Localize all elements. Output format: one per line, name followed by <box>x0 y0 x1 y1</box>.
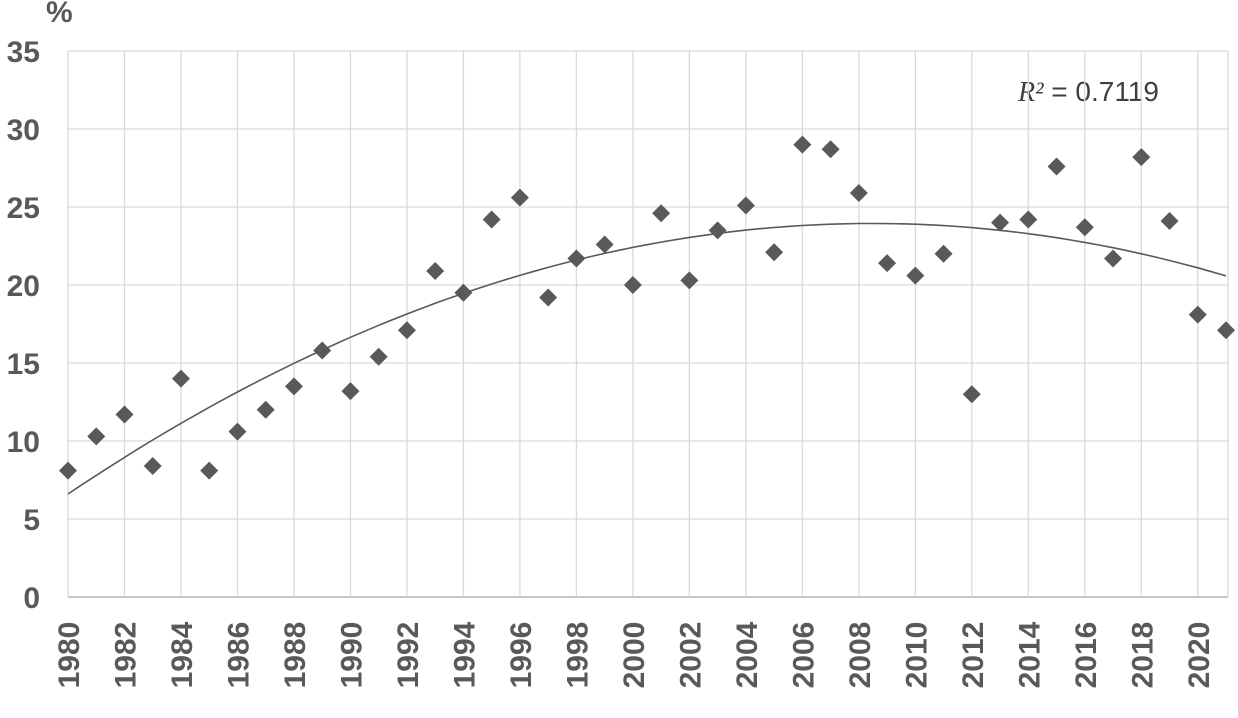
data-point-marker <box>680 271 699 290</box>
y-tick-label: 20 <box>7 270 40 303</box>
x-tick-label: 1992 <box>392 622 425 689</box>
data-point-marker <box>539 288 558 307</box>
data-point-marker <box>906 266 925 285</box>
data-point-marker <box>1188 305 1207 324</box>
x-tick-label: 2012 <box>957 622 990 689</box>
data-point-marker <box>991 213 1010 232</box>
data-point-marker <box>171 369 190 388</box>
y-tick-label: 35 <box>7 36 40 69</box>
y-tick-label: 10 <box>7 426 40 459</box>
x-tick-label: 1998 <box>561 622 594 689</box>
y-tick-label: 25 <box>7 192 40 225</box>
data-point-marker <box>1217 321 1236 340</box>
x-tick-label: 2006 <box>787 622 820 689</box>
data-point-marker <box>849 183 868 202</box>
x-tick-label: 2018 <box>1126 622 1159 689</box>
x-tick-label: 1990 <box>335 622 368 689</box>
y-tick-label: 0 <box>23 582 40 615</box>
data-point-marker <box>59 461 77 480</box>
r-squared-symbol: R² <box>1018 77 1044 108</box>
x-tick-label: 2000 <box>618 622 651 689</box>
x-tick-label: 2008 <box>844 622 877 689</box>
x-tick-label: 2010 <box>900 622 933 689</box>
data-point-marker <box>256 400 275 419</box>
x-tick-label: 2002 <box>674 622 707 689</box>
data-point-marker <box>962 385 981 404</box>
x-tick-label: 2020 <box>1183 622 1216 689</box>
data-point-marker <box>228 422 247 441</box>
data-point-marker <box>87 427 106 446</box>
x-tick-label: 1986 <box>222 622 255 689</box>
y-axis-title: % <box>46 0 73 29</box>
data-point-marker <box>652 204 671 223</box>
data-point-marker <box>1075 218 1094 237</box>
data-point-marker <box>200 461 219 480</box>
data-point-marker <box>397 321 416 340</box>
x-tick-label: 1994 <box>448 621 481 688</box>
data-point-marker <box>793 135 812 154</box>
data-point-marker <box>426 261 445 280</box>
y-tick-label: 5 <box>23 504 40 537</box>
r-squared-value: 0.7119 <box>1075 76 1159 107</box>
data-point-marker <box>595 235 614 254</box>
data-point-marker <box>482 210 501 229</box>
data-point-marker <box>765 243 784 262</box>
data-point-marker <box>1132 148 1151 167</box>
data-point-marker <box>1047 157 1066 176</box>
x-tick-label: 2004 <box>731 621 764 688</box>
data-point-marker <box>821 140 840 159</box>
data-point-marker <box>623 276 642 294</box>
data-point-marker <box>510 188 529 207</box>
data-point-marker <box>708 221 727 240</box>
data-point-marker <box>567 249 586 268</box>
data-point-marker <box>454 283 473 302</box>
x-tick-label: 1988 <box>279 622 312 689</box>
x-tick-label: 2016 <box>1070 622 1103 689</box>
y-tick-label: 15 <box>7 348 40 381</box>
data-point-marker <box>934 244 953 263</box>
r-squared-separator: = <box>1043 76 1076 107</box>
data-point-marker <box>369 347 388 366</box>
x-tick-label: 1996 <box>505 622 538 689</box>
data-point-marker <box>115 405 134 424</box>
x-tick-label: 1982 <box>109 622 142 689</box>
y-tick-label: 30 <box>7 114 40 147</box>
data-point-marker <box>1160 212 1179 231</box>
data-point-marker <box>284 377 303 396</box>
data-point-marker <box>878 254 897 273</box>
data-point-marker <box>1104 249 1123 268</box>
x-tick-label: 2014 <box>1013 621 1046 688</box>
x-tick-label: 1980 <box>53 622 86 689</box>
data-point-marker <box>736 196 755 215</box>
data-point-marker <box>341 382 360 401</box>
data-point-marker <box>313 341 332 360</box>
trendline <box>67 222 1227 495</box>
data-point-marker <box>143 456 162 475</box>
r-squared-annotation: R² = 0.7119 <box>1018 78 1159 107</box>
data-point-marker <box>1019 210 1038 229</box>
x-tick-label: 1984 <box>166 621 199 688</box>
